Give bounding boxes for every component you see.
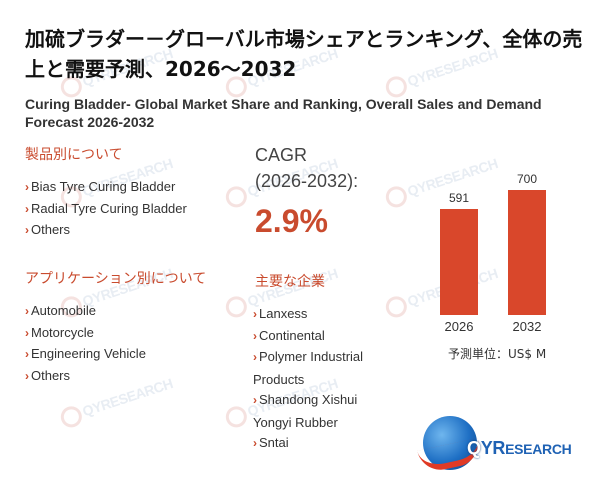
chevron-right-icon: › [253,436,257,450]
application-section-title: アプリケーション別について [25,271,207,287]
chevron-right-icon: › [25,368,29,383]
list-item: › Others [25,222,71,237]
qyresearch-logo: QYRESEARCH [417,410,593,480]
list-item: › Lanxess [253,306,308,321]
bar-value-label: 591 [448,191,470,206]
list-item: › Continental [253,327,325,343]
chevron-right-icon: › [25,223,29,237]
bar-2032 [508,190,546,315]
chevron-right-icon: › [253,328,257,343]
bar-value-label: 700 [516,172,538,186]
list-item: › Radial Tyre Curing Bladder [25,200,187,216]
market-size-bar-chart: 591 2026 700 2032 [420,160,580,350]
list-item: › Motorcycle [25,324,94,340]
product-section-title: 製品別について [25,147,123,163]
page-title-english: Curing Bladder- Global Market Share and … [25,96,542,130]
list-item: › Engineering Vehicle [25,346,146,361]
watermark: QYRESEARCH [58,375,175,431]
chevron-right-icon: › [25,325,29,340]
list-item: › Others [25,367,71,383]
list-item: › Sntai [253,435,289,450]
chevron-right-icon: › [253,350,257,364]
chevron-right-icon: › [253,393,257,407]
players-section-title: 主要な企業 [255,274,325,290]
bar-2026 [440,209,478,315]
list-item: › Shandong Xishui Yongyi Rubber [253,392,358,430]
chevron-right-icon: › [25,347,29,361]
players-list: › Lanxess › Continental › Polymer Industria… [253,303,378,454]
chevron-right-icon: › [25,304,29,318]
logo-wordmark: QYRESEARCH [467,438,572,458]
list-item: › Polymer Industrial Products [253,349,364,387]
chevron-right-icon: › [25,180,29,194]
globe-icon [423,416,477,470]
unit-label: 予測単位：US$ M [448,347,547,361]
list-item: › Automobile [25,303,97,318]
chevron-right-icon: › [253,307,257,321]
bar-category-label: 2032 [512,319,542,334]
application-list: › Automobile › Motorcycle › Engineering Veh… [25,300,146,386]
cagr-label: CAGR (2026-2032): [255,145,359,191]
chevron-right-icon: › [25,201,29,216]
product-list: › Bias Tyre Curing Bladder › Radial Tyre C… [25,176,187,241]
bar-category-label: 2026 [444,319,474,334]
list-item: › Bias Tyre Curing Bladder [25,179,176,194]
cagr-value: 2.9% [255,203,328,239]
page-title-japanese: 加硫ブラダー－グローバル市場シェアとランキング、全体の売上と需要予測、2026～… [25,27,583,81]
